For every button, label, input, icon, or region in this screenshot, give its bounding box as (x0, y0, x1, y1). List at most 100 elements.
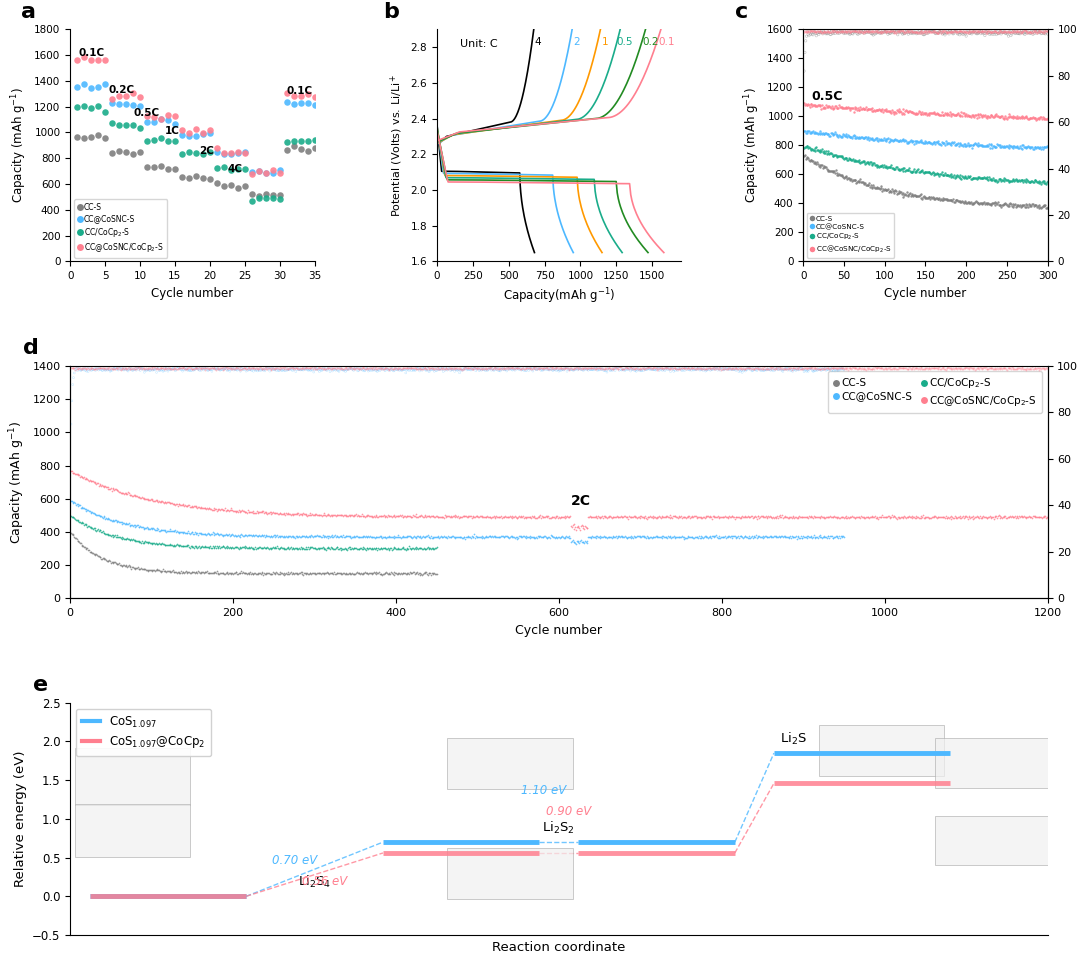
Point (99, 481, 117, 497)
Point (899, 185, 916, 201)
Point (468, 528, 485, 543)
Point (235, 539, 253, 554)
Point (454, 361, 471, 377)
Point (918, 134, 935, 150)
Point (95, 361, 112, 377)
Point (895, 360, 913, 376)
Point (927, 25, 944, 41)
Point (650, 360, 667, 376)
Point (885, 185, 902, 201)
Point (160, 107, 177, 123)
Point (756, 362, 773, 378)
Point (303, 540, 321, 555)
Point (591, 510, 608, 526)
Point (511, 528, 528, 543)
Point (276, 541, 294, 556)
Point (288, 360, 306, 376)
Point (146, 563, 163, 579)
Point (378, 529, 395, 544)
Point (241, 527, 258, 543)
Point (782, 530, 799, 545)
Point (883, 161, 901, 176)
Point (123, 360, 140, 376)
Point (904, 164, 921, 179)
Point (197, 565, 214, 581)
Point (312, 360, 329, 376)
Point (491, 363, 509, 379)
Point (909, 24, 927, 40)
Point (450, 365, 468, 381)
Point (166, 539, 184, 554)
Point (486, 362, 503, 378)
Point (490, 509, 508, 525)
Point (654, 509, 672, 525)
Point (543, 362, 561, 378)
Point (123, 517, 140, 533)
Point (912, 104, 929, 120)
Point (461, 507, 478, 523)
Point (541, 359, 558, 375)
Point (248, 566, 266, 581)
Point (751, 529, 768, 544)
Point (903, 165, 920, 180)
Point (183, 500, 200, 515)
Text: 0.1C: 0.1C (286, 86, 313, 95)
Point (640, 509, 658, 525)
Point (162, 563, 179, 579)
Point (882, 23, 900, 39)
Point (801, 99, 819, 115)
Text: Li$_2$S: Li$_2$S (780, 730, 807, 747)
Point (874, 24, 891, 40)
Point (964, 24, 982, 40)
Point (109, 529, 126, 544)
Point (653, 362, 671, 378)
Point (163, 361, 180, 377)
Point (971, 509, 988, 525)
Point (210, 539, 227, 554)
Point (67, 511, 84, 527)
Point (470, 509, 487, 525)
Point (569, 361, 586, 377)
Point (650, 360, 667, 376)
Point (73, 469, 91, 485)
Point (198, 360, 215, 376)
Point (528, 361, 545, 377)
Point (920, 24, 937, 40)
Point (120, 484, 137, 500)
Point (372, 529, 389, 544)
Point (657, 360, 674, 376)
Point (646, 529, 663, 544)
Point (679, 361, 697, 377)
Point (127, 360, 145, 376)
Point (924, 165, 942, 180)
Point (348, 360, 365, 376)
Point (546, 530, 564, 545)
Point (335, 529, 352, 544)
Point (656, 360, 673, 376)
Point (586, 360, 604, 376)
Point (201, 123, 218, 138)
Point (141, 359, 159, 375)
Point (845, 26, 862, 42)
Point (319, 565, 336, 581)
Point (367, 362, 384, 378)
Point (109, 530, 126, 545)
Point (77, 501, 94, 516)
Point (892, 104, 909, 120)
Point (963, 107, 981, 123)
Point (838, 22, 855, 38)
Point (310, 541, 327, 556)
Point (179, 523, 197, 539)
Point (448, 362, 465, 378)
Point (919, 25, 936, 41)
Point (640, 530, 658, 545)
Point (237, 566, 254, 581)
Point (147, 563, 164, 579)
Point (886, 183, 903, 199)
Point (315, 528, 333, 543)
Point (891, 133, 908, 149)
Point (907, 189, 924, 205)
Point (527, 509, 544, 525)
Point (705, 508, 723, 524)
Point (726, 529, 743, 544)
